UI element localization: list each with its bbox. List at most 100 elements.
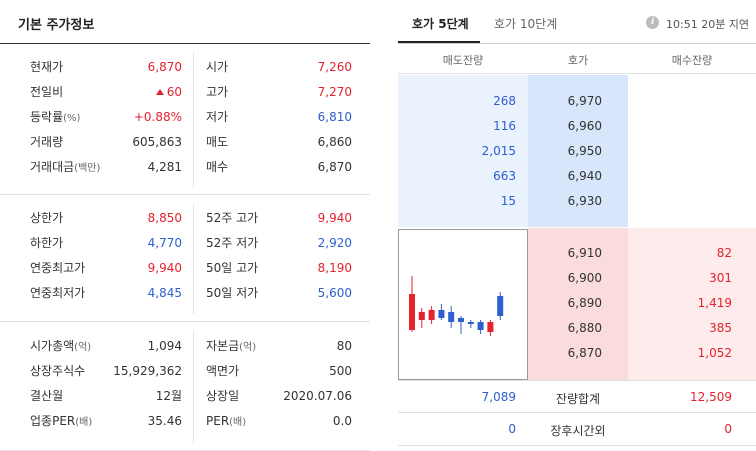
bid-price[interactable]: 6,910 (567, 246, 602, 260)
info-value: 6,810 (317, 110, 352, 124)
info-section-1 (0, 44, 370, 195)
ask-price[interactable]: 6,930 (567, 194, 602, 208)
column-divider (193, 331, 194, 443)
info-row: 상한가 8,850 52주 고가 9,940 (0, 208, 370, 228)
ask-volume: 15 (500, 194, 516, 208)
info-label: 시가 (206, 60, 229, 74)
tab-10-level[interactable]: 호가 10단계 (494, 17, 558, 31)
info-label: 시가총액(억) (30, 339, 92, 353)
info-label: PER(배) (206, 414, 247, 428)
info-row: 현재가 6,870 시가 7,260 (0, 57, 370, 77)
info-value: 0.0 (332, 414, 352, 428)
bid-volume: 301 (709, 271, 732, 285)
ask-volume-area (398, 75, 528, 227)
bid-total: 12,509 (690, 390, 732, 404)
mini-candle-chart-svg (409, 276, 504, 336)
info-value: 60 (155, 82, 182, 102)
bid-volume: 82 (716, 246, 732, 260)
bid-price[interactable]: 6,880 (567, 321, 602, 335)
info-value: 4,281 (147, 160, 182, 174)
info-row: 거래량 605,863 매도 6,860 (0, 132, 370, 152)
info-label: 현재가 (30, 60, 64, 74)
active-tab-indicator (398, 41, 480, 44)
info-value: 8,190 (317, 261, 352, 275)
info-label: 거래량 (30, 135, 64, 149)
info-value: 500 (329, 364, 352, 378)
bid-price[interactable]: 6,890 (567, 296, 602, 310)
info-value: 15,929,362 (113, 364, 182, 378)
ask-volume: 268 (493, 94, 516, 108)
info-label: 액면가 (206, 364, 240, 378)
info-row: 등락률(%) +0.88% 저가 6,810 (0, 107, 370, 127)
info-value: 605,863 (132, 135, 182, 149)
info-row: 시가총액(억) 1,094 자본금(억) 80 (0, 336, 370, 356)
bid-volume: 1,052 (697, 346, 732, 360)
info-value: 8,850 (147, 211, 182, 225)
candle-body (448, 312, 455, 322)
candle-body (428, 310, 435, 320)
mini-candle-chart (398, 229, 528, 380)
info-value: 7,260 (317, 60, 352, 74)
info-value: 6,870 (147, 60, 182, 74)
header-price: 호가 (567, 54, 589, 67)
total-label: 잔량합계 (555, 392, 601, 406)
title-divider (0, 43, 370, 44)
order-book-header: 매도잔량 호가 매수잔량 (398, 44, 756, 74)
info-label: 연중최저가 (30, 286, 86, 300)
info-label: 결산월 (30, 389, 64, 403)
header-ask-volume: 매도잔량 (442, 54, 484, 67)
info-label: 매수 (206, 160, 229, 174)
info-row: 업종PER(배) 35.46 PER(배) 0.0 (0, 411, 370, 431)
info-label: 연중최고가 (30, 261, 86, 275)
info-label: 고가 (206, 85, 229, 99)
info-label: 전일비 (30, 85, 64, 99)
ask-price[interactable]: 6,970 (567, 94, 602, 108)
delay-time-label: 10:51 20분 지연 (666, 18, 750, 31)
ask-price[interactable]: 6,940 (567, 169, 602, 183)
info-label: 등락률(%) (30, 110, 81, 124)
info-value: 80 (336, 339, 352, 353)
info-value: 9,940 (317, 211, 352, 225)
column-divider (193, 204, 194, 314)
bid-price[interactable]: 6,870 (567, 346, 602, 360)
bid-price[interactable]: 6,900 (567, 271, 602, 285)
ask-volume: 663 (493, 169, 516, 183)
info-icon[interactable]: i (646, 16, 659, 29)
info-value: 2,920 (317, 236, 352, 250)
candle-body (467, 322, 474, 324)
ask-price-area (528, 75, 628, 227)
candle-body (477, 322, 484, 330)
info-row: 상장주식수 15,929,362 액면가 500 (0, 361, 370, 381)
info-row: 연중최저가 4,845 50일 저가 5,600 (0, 283, 370, 303)
candle-body (487, 322, 494, 332)
tab-5-level[interactable]: 호가 5단계 (412, 17, 469, 31)
basic-stock-info-panel: 기본 주가정보 현재가 6,870 시가 7,260 전일비 60 고가 7,270 등락률(%… (0, 0, 370, 451)
info-value: 4,770 (147, 236, 182, 250)
header-bid-volume: 매수잔량 (671, 54, 713, 67)
column-divider (193, 52, 194, 187)
info-row: 전일비 60 고가 7,270 (0, 82, 370, 102)
after-hours-bid: 0 (724, 422, 732, 436)
ask-price[interactable]: 6,960 (567, 119, 602, 133)
info-label: 상한가 (30, 211, 64, 225)
info-value: 7,270 (317, 85, 352, 99)
info-label: 자본금(억) (206, 339, 257, 353)
info-label: 저가 (206, 110, 229, 124)
panel-title: 기본 주가정보 (18, 18, 95, 33)
candle-body (418, 312, 425, 320)
info-value: 12월 (155, 389, 182, 403)
info-label: 50일 고가 (206, 261, 259, 275)
ask-volume: 2,015 (481, 144, 516, 158)
info-section-2 (0, 196, 370, 322)
info-label: 50일 저가 (206, 286, 259, 300)
info-label: 52주 저가 (206, 236, 259, 250)
info-label: 매도 (206, 135, 229, 149)
bid-volume-area (628, 228, 756, 380)
after-hours-label: 장후시간외 (550, 424, 606, 438)
ask-price[interactable]: 6,950 (567, 144, 602, 158)
info-label: 거래대금(백만) (30, 160, 101, 174)
after-hours-row: 0 장후시간외 0 (398, 413, 756, 446)
ask-volume: 116 (493, 119, 516, 133)
info-value: 1,094 (147, 339, 182, 353)
order-book-tabs: 호가 5단계 호가 10단계 i 10:51 20분 지연 (398, 0, 756, 44)
